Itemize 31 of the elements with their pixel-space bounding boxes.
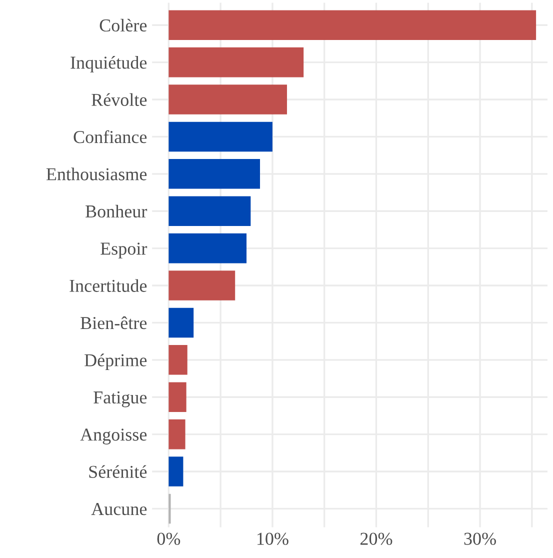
- y-tick-label: Déprime: [84, 354, 147, 370]
- bar: [168, 10, 536, 40]
- bar: [168, 47, 304, 78]
- y-tick-label: Espoir: [100, 242, 148, 258]
- bar: [168, 382, 186, 412]
- bar: [168, 122, 272, 152]
- x-tick-label: 30%: [464, 532, 496, 545]
- bar: [168, 308, 194, 338]
- y-tick-label: Fatigue: [94, 391, 147, 408]
- x-tick-label: 0%: [157, 532, 180, 545]
- bar: [168, 84, 287, 114]
- y-tick-label: Confiance: [74, 130, 147, 144]
- y-tick-label: Colère: [100, 18, 147, 32]
- x-tick-label: 20%: [360, 532, 392, 545]
- bar: [168, 196, 251, 226]
- y-tick-label: Bonheur: [86, 204, 148, 218]
- bar: [168, 345, 188, 375]
- bar: [168, 419, 186, 450]
- y-tick-label: Angoisse: [80, 428, 147, 444]
- y-tick-label: Aucune: [91, 503, 147, 516]
- x-tick-label: 10%: [258, 532, 288, 545]
- bar: [168, 233, 247, 264]
- bar: [168, 159, 260, 189]
- y-tick-label: Incertitude: [70, 279, 147, 292]
- y-tick-label: Inquiétude: [70, 56, 147, 72]
- y-tick-label: Sérénité: [89, 465, 147, 478]
- y-tick-label: Révolte: [92, 93, 147, 106]
- y-tick-label: Bien-être: [80, 316, 147, 330]
- bar: [168, 270, 236, 300]
- y-tick-label: Enthousiasme: [46, 168, 147, 180]
- bar: [168, 456, 184, 486]
